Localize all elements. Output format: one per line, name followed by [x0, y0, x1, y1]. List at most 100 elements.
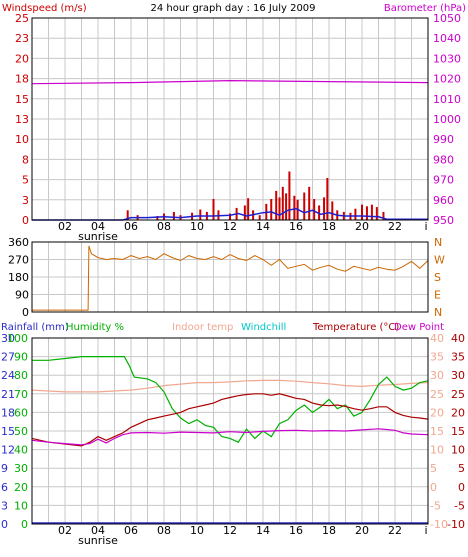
y-tick-label: 1010: [433, 93, 461, 106]
x-tick-label: 08: [157, 220, 171, 233]
temperature-panel-grid: [32, 338, 428, 524]
gust-bar: [172, 211, 175, 220]
gust-bar: [243, 205, 246, 220]
y-tick-label: 20: [14, 481, 28, 494]
x-end-label: i: [424, 220, 427, 233]
y-tick-label: 10: [15, 133, 29, 146]
y-tick-label: 3: [1, 499, 8, 512]
y-tick-label: 970: [433, 174, 454, 187]
y-tick-label: 90: [15, 289, 29, 302]
gust-bar: [308, 186, 311, 220]
gust-bar: [275, 190, 278, 220]
top-x-axis: 02 04 06 08 10 12 14 16 18 20 22 sunrise i: [58, 220, 428, 243]
y-tick-label: 9: [1, 462, 8, 475]
y-tick-label: 40: [430, 332, 444, 345]
gust-bar: [370, 204, 373, 220]
windspeed-ticks: 0 3 5 8 10 13 15 18 20 23 25: [15, 12, 29, 227]
windchill-title: Windchill: [241, 322, 286, 333]
barometer-axis-title: Barometer (hPa): [384, 3, 466, 14]
y-tick-label: 1000: [433, 113, 461, 126]
y-tick-label: 10: [451, 444, 465, 457]
rainfall-axis-title: Rainfall (mm): [1, 322, 69, 333]
y-tick-label: 30: [451, 369, 465, 382]
windspeed-axis-title: Windspeed (m/s): [2, 3, 87, 14]
direction-panel-frame: [31, 241, 429, 313]
y-tick-label: 90: [14, 351, 28, 364]
gust-bar: [354, 208, 357, 220]
y-tick-label: 35: [451, 351, 465, 364]
x-tick-label: 08: [157, 524, 171, 537]
wind-direction-line: [32, 245, 429, 311]
x-tick-label: 16: [289, 220, 303, 233]
sunrise-label: sunrise: [78, 534, 118, 547]
indoor-temp-title: Indoor temp: [172, 322, 233, 333]
gust-bar: [258, 215, 261, 220]
y-tick-label: 15: [451, 425, 465, 438]
gust-bar: [375, 207, 378, 220]
wind-panel-frame: [31, 17, 429, 221]
chart-title: 24 hour graph day : 16 July 2009: [150, 3, 315, 14]
gust-bar: [303, 192, 306, 220]
y-tick-label: -10: [447, 518, 465, 531]
y-tick-label: 5: [458, 462, 465, 475]
y-tick-label: 25: [15, 12, 29, 25]
y-tick-label: 180: [8, 271, 29, 284]
y-tick-label: 12: [1, 444, 15, 457]
y-tick-label: -5: [454, 499, 465, 512]
y-tick-label: 15: [430, 425, 444, 438]
y-tick-label: E: [434, 289, 441, 302]
y-tick-label: 30: [430, 369, 444, 382]
humidity-axis-title: Humidity %: [66, 322, 124, 333]
y-tick-label: 1040: [433, 32, 461, 45]
y-tick-label: N: [434, 306, 442, 319]
gust-bar: [326, 177, 329, 220]
y-tick-label: 23: [15, 32, 29, 45]
y-tick-label: -5: [430, 499, 441, 512]
y-tick-label: 100: [7, 332, 28, 345]
y-tick-label: 0: [22, 214, 29, 227]
y-tick-label: 6: [1, 481, 8, 494]
gust-bar: [281, 186, 284, 220]
gust-bar: [331, 201, 334, 220]
y-tick-label: W: [434, 254, 445, 267]
x-tick-label: 20: [355, 220, 369, 233]
gust-bar: [313, 198, 316, 220]
y-tick-label: 24: [1, 369, 15, 382]
x-tick-label: 04: [91, 220, 105, 233]
windspeed-line: [32, 207, 428, 221]
y-tick-label: 0: [458, 481, 465, 494]
y-tick-label: 960: [433, 194, 454, 207]
gust-bar: [229, 213, 231, 220]
direction-degree-ticks: 0 90 180 270 360: [8, 236, 29, 319]
x-tick-label: 14: [256, 524, 270, 537]
y-tick-label: 50: [14, 425, 28, 438]
x-tick-label: 22: [388, 220, 402, 233]
x-tick-label: 12: [223, 220, 237, 233]
y-tick-label: 980: [433, 153, 454, 166]
y-tick-label: 0: [430, 481, 437, 494]
y-tick-label: 15: [1, 425, 15, 438]
y-tick-label: 35: [430, 351, 444, 364]
y-tick-label: 990: [433, 133, 454, 146]
gust-bar: [293, 195, 296, 220]
x-tick-label: 20: [355, 524, 369, 537]
gust-bar: [382, 211, 385, 220]
y-tick-label: 25: [451, 388, 465, 401]
y-tick-label: 60: [14, 406, 28, 419]
x-tick-label: 02: [58, 524, 72, 537]
wind-panel-grid: [32, 18, 428, 220]
indoor-temp-ticks: -10 -5 0 5 10 15 20 25 30 35 40: [430, 332, 448, 531]
x-tick-label: 10: [190, 220, 204, 233]
dewpoint-title: Dew Point: [394, 322, 444, 333]
gust-bar: [199, 209, 202, 220]
y-tick-label: 20: [15, 52, 29, 65]
x-tick-label: 10: [190, 524, 204, 537]
gust-bar: [247, 198, 250, 220]
gust-bar: [212, 198, 215, 220]
y-tick-label: 0: [1, 518, 8, 531]
temperature-title: Temperature (°C): [312, 322, 399, 333]
y-tick-label: 18: [15, 73, 29, 86]
x-tick-label: 04: [91, 524, 105, 537]
y-tick-label: 10: [14, 499, 28, 512]
